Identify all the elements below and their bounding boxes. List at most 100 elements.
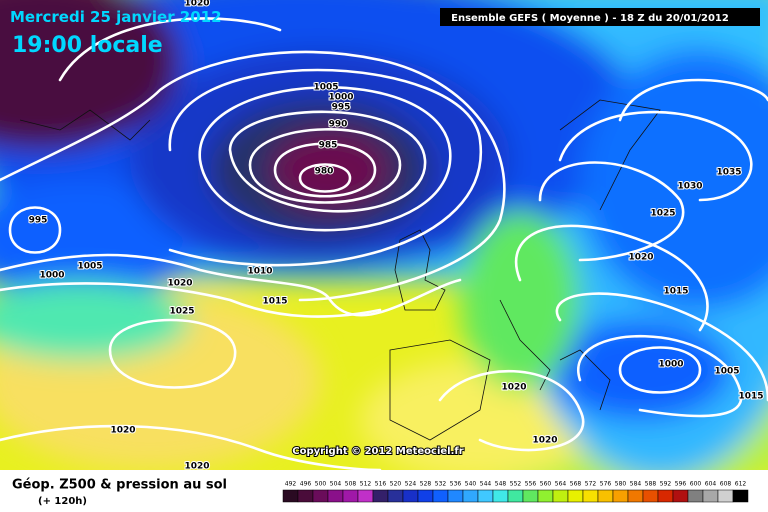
- legend-swatch: [597, 489, 614, 503]
- legend-swatch: [402, 489, 419, 503]
- legend-value: 556: [525, 481, 537, 488]
- isobar-label: 1020: [184, 0, 209, 9]
- isobar-label: 1020: [628, 253, 653, 263]
- legend-swatch: [327, 489, 344, 503]
- legend-swatch: [552, 489, 569, 503]
- legend-value: 536: [450, 481, 462, 488]
- legend-value: 612: [735, 481, 747, 488]
- isobar-label: 1035: [716, 168, 741, 178]
- field: [0, 0, 768, 470]
- isobar-label: 1020: [110, 426, 135, 436]
- legend-swatch: [297, 489, 314, 503]
- legend-value: 500: [315, 481, 327, 488]
- legend-value: 604: [705, 481, 717, 488]
- legend-value: 496: [300, 481, 312, 488]
- isobar-label: 1020: [501, 383, 526, 393]
- legend-value: 504: [330, 481, 342, 488]
- legend-swatch: [702, 489, 719, 503]
- legend-swatch: [687, 489, 704, 503]
- legend-value: 532: [435, 481, 447, 488]
- legend-swatch: [387, 489, 404, 503]
- isobar-label: 1000: [39, 271, 64, 281]
- legend-swatch: [282, 489, 299, 503]
- legend-swatch: [567, 489, 584, 503]
- isobar-label: 1005: [77, 262, 102, 272]
- legend-swatch: [582, 489, 599, 503]
- legend-swatch: [462, 489, 479, 503]
- isobar-label: 1015: [738, 392, 763, 402]
- isobar-label: 980: [315, 167, 334, 177]
- legend-swatch: [717, 489, 734, 503]
- legend-value: 584: [630, 481, 642, 488]
- legend-swatch: [537, 489, 554, 503]
- legend-value: 492: [285, 481, 297, 488]
- legend-value: 588: [645, 481, 657, 488]
- legend-swatch: [417, 489, 434, 503]
- legend-swatch: [732, 489, 749, 503]
- isobar-label: 1020: [532, 436, 557, 446]
- legend-swatch: [657, 489, 674, 503]
- copyright: Copyright © 2012 Meteociel.fr: [292, 446, 463, 457]
- legend-value: 580: [615, 481, 627, 488]
- legend-value: 520: [390, 481, 402, 488]
- isobar-label: 1000: [328, 93, 353, 103]
- legend-swatch: [357, 489, 374, 503]
- legend-value: 560: [540, 481, 552, 488]
- isobar-label: 1005: [714, 367, 739, 377]
- footer-title: Géop. Z500 & pression au sol: [12, 478, 227, 493]
- isobar-label: 1010: [247, 267, 272, 277]
- isobar-label: 990: [329, 120, 348, 130]
- forecast-lead: (+ 120h): [38, 496, 87, 507]
- isobar-label: 1030: [677, 182, 702, 192]
- legend-value: 528: [420, 481, 432, 488]
- legend-swatch: [372, 489, 389, 503]
- isobar-label: 1020: [167, 279, 192, 289]
- isobar-label: 1025: [169, 307, 194, 317]
- isobar-label: 985: [319, 141, 338, 151]
- legend-swatch: [342, 489, 359, 503]
- legend-value: 548: [495, 481, 507, 488]
- legend-swatch: [447, 489, 464, 503]
- legend-swatch: [312, 489, 329, 503]
- isobar-label: 995: [332, 103, 351, 113]
- model-box: [440, 8, 760, 26]
- legend-value: 592: [660, 481, 672, 488]
- model-info: Ensemble GEFS ( Moyenne ) - 18 Z du 20/0…: [451, 13, 729, 24]
- legend-value: 608: [720, 481, 732, 488]
- legend-swatch: [507, 489, 524, 503]
- legend-swatch: [477, 489, 494, 503]
- legend-value: 508: [345, 481, 357, 488]
- isobar-label: 1025: [650, 209, 675, 219]
- isobar-label: 1015: [262, 297, 287, 307]
- legend-swatch: [642, 489, 659, 503]
- legend-value: 572: [585, 481, 597, 488]
- legend-value: 540: [465, 481, 477, 488]
- legend-value: 524: [405, 481, 417, 488]
- legend-swatch: [522, 489, 539, 503]
- legend: 492 496 500 504 508 512 516 520 524 528 532 536 540 5…: [282, 481, 749, 503]
- legend-value: 600: [690, 481, 702, 488]
- legend-swatch: [672, 489, 689, 503]
- isobar-label: 1000: [658, 360, 683, 370]
- isobar-label: 995: [29, 216, 48, 226]
- legend-value: 544: [480, 481, 492, 488]
- legend-value: 512: [360, 481, 372, 488]
- date: Mercredi 25 janvier 2012: [10, 8, 222, 26]
- isobar-label: 1005: [313, 83, 338, 93]
- legend-swatch: [432, 489, 449, 503]
- legend-value: 576: [600, 481, 612, 488]
- isobar-labels: 1020 1005 1000 995 990 985 980 995 1000 …: [28, 0, 765, 473]
- isobar-label: 1020: [184, 462, 209, 472]
- legend-swatch: [627, 489, 644, 503]
- local-time: 19:00 locale: [12, 33, 163, 58]
- legend-swatch: [492, 489, 509, 503]
- legend-value: 596: [675, 481, 687, 488]
- isobar-label: 1015: [663, 287, 688, 297]
- legend-swatch: [612, 489, 629, 503]
- legend-value: 568: [570, 481, 582, 488]
- legend-value: 564: [555, 481, 567, 488]
- legend-value: 516: [375, 481, 387, 488]
- legend-value: 552: [510, 481, 522, 488]
